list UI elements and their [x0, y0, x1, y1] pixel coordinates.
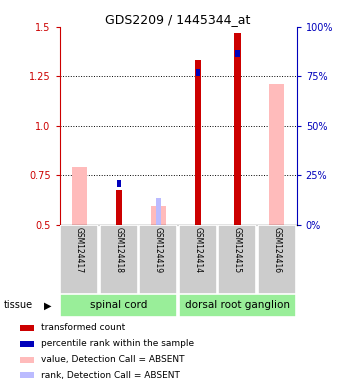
- Bar: [235, 50, 240, 56]
- Bar: [117, 180, 121, 187]
- Text: value, Detection Call = ABSENT: value, Detection Call = ABSENT: [41, 355, 184, 364]
- Bar: [151, 206, 166, 225]
- Bar: [179, 225, 217, 294]
- Bar: [269, 84, 284, 225]
- Bar: [179, 294, 296, 317]
- Text: rank, Detection Call = ABSENT: rank, Detection Call = ABSENT: [41, 371, 179, 380]
- Bar: [20, 341, 34, 347]
- Text: GSM124415: GSM124415: [233, 227, 242, 273]
- Text: transformed count: transformed count: [41, 323, 125, 332]
- Bar: [116, 190, 122, 225]
- Bar: [139, 225, 177, 294]
- Bar: [60, 225, 99, 294]
- Bar: [195, 60, 201, 225]
- Bar: [219, 225, 256, 294]
- Text: GSM124414: GSM124414: [193, 227, 203, 273]
- Bar: [258, 225, 296, 294]
- Bar: [20, 325, 34, 331]
- Bar: [156, 198, 161, 225]
- Text: dorsal root ganglion: dorsal root ganglion: [185, 300, 290, 310]
- Bar: [20, 372, 34, 378]
- Text: ▶: ▶: [44, 300, 52, 310]
- Bar: [20, 357, 34, 362]
- Bar: [72, 167, 87, 225]
- Text: tissue: tissue: [3, 300, 32, 310]
- Text: spinal cord: spinal cord: [90, 300, 148, 310]
- Text: GSM124418: GSM124418: [115, 227, 123, 273]
- Bar: [100, 225, 138, 294]
- Bar: [60, 294, 177, 317]
- Text: GSM124419: GSM124419: [154, 227, 163, 273]
- Text: GSM124417: GSM124417: [75, 227, 84, 273]
- Bar: [195, 70, 200, 76]
- Text: GSM124416: GSM124416: [272, 227, 281, 273]
- Title: GDS2209 / 1445344_at: GDS2209 / 1445344_at: [105, 13, 251, 26]
- Bar: [234, 33, 241, 225]
- Text: percentile rank within the sample: percentile rank within the sample: [41, 339, 194, 348]
